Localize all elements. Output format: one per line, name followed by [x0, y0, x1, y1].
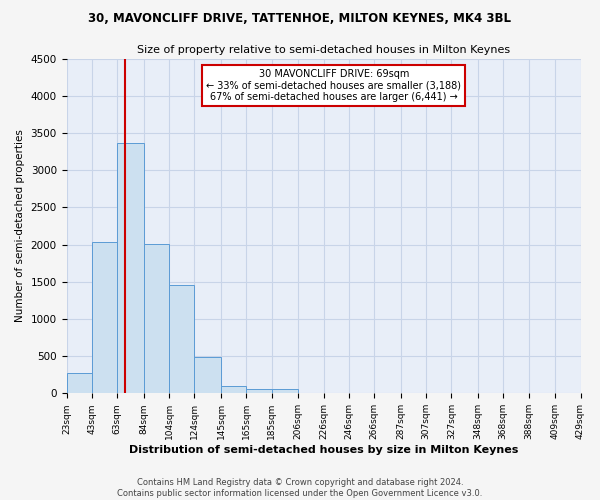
- Bar: [194, 357, 221, 394]
- Bar: [169, 284, 194, 394]
- Text: 30 MAVONCLIFF DRIVE: 69sqm
← 33% of semi-detached houses are smaller (3,188)
67%: 30 MAVONCLIFF DRIVE: 69sqm ← 33% of semi…: [206, 68, 461, 102]
- Y-axis label: Number of semi-detached properties: Number of semi-detached properties: [15, 130, 25, 322]
- Text: Contains HM Land Registry data © Crown copyright and database right 2024.
Contai: Contains HM Land Registry data © Crown c…: [118, 478, 482, 498]
- X-axis label: Distribution of semi-detached houses by size in Milton Keynes: Distribution of semi-detached houses by …: [129, 445, 518, 455]
- Bar: [67, 374, 92, 394]
- Bar: [272, 390, 298, 394]
- Bar: [117, 142, 144, 394]
- Bar: [221, 386, 246, 394]
- Bar: [144, 244, 169, 394]
- Text: 30, MAVONCLIFF DRIVE, TATTENHOE, MILTON KEYNES, MK4 3BL: 30, MAVONCLIFF DRIVE, TATTENHOE, MILTON …: [89, 12, 511, 26]
- Title: Size of property relative to semi-detached houses in Milton Keynes: Size of property relative to semi-detach…: [137, 45, 510, 55]
- Bar: [92, 242, 117, 394]
- Bar: [246, 388, 272, 394]
